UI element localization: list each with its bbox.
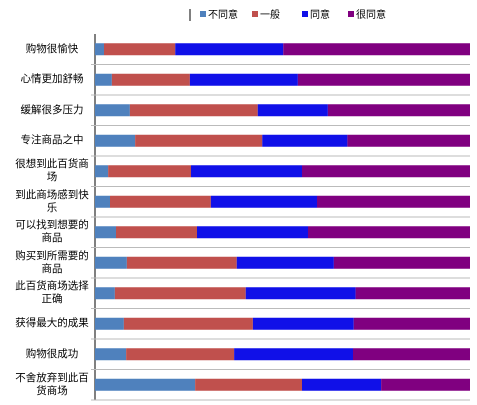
legend-label: 不同意 — [208, 8, 238, 21]
bar-segment — [283, 43, 470, 56]
bar-segment — [191, 165, 302, 178]
bar-segment — [95, 256, 127, 269]
bar-segment — [327, 104, 470, 117]
bar-segment — [95, 134, 136, 147]
bar-segment — [95, 378, 196, 391]
category-label: 缓解很多压力 — [20, 103, 84, 116]
bar-segment — [95, 226, 116, 239]
bar-segment — [95, 317, 124, 330]
bar-segment — [197, 226, 308, 239]
bar-segment — [114, 287, 246, 300]
bar-segment — [189, 73, 298, 86]
bar-segment — [297, 73, 470, 86]
bar-segment — [135, 134, 263, 147]
bar-segment — [355, 287, 470, 300]
bar-segment — [95, 104, 130, 117]
bar-segment — [308, 226, 470, 239]
category-label: 专注商品之中 — [20, 134, 84, 147]
bar-segment — [126, 348, 235, 361]
bar-segment — [108, 165, 191, 178]
bar-segment — [347, 134, 470, 147]
category-label: 心情更加舒畅 — [20, 73, 84, 86]
bar-segment — [353, 348, 470, 361]
legend-label: 同意 — [310, 8, 330, 21]
bar-segment — [381, 378, 470, 391]
bar-segment — [95, 165, 109, 178]
legend-swatch — [200, 11, 206, 17]
bar-segment — [126, 256, 237, 269]
category-label: 可以找到想要的商品 — [15, 219, 89, 245]
bar-segment — [317, 195, 470, 208]
legend-label: 一般 — [260, 8, 280, 21]
category-label: 购物很成功 — [25, 347, 79, 360]
bar-segment — [257, 104, 328, 117]
bar-segment — [95, 348, 127, 361]
bar-segment — [175, 43, 284, 56]
bar-segment — [236, 256, 334, 269]
category-label: 不舍放弃到此百货商场 — [15, 371, 89, 397]
legend-swatch — [252, 11, 258, 17]
bar-segment — [302, 165, 470, 178]
bar-segment — [104, 43, 176, 56]
bar-segment — [252, 317, 354, 330]
bar-segment — [353, 317, 470, 330]
bar-segment — [302, 378, 382, 391]
legend-label: 很同意 — [356, 8, 386, 21]
bar-segment — [210, 195, 317, 208]
bar-segment — [116, 226, 197, 239]
bar-segment — [111, 73, 190, 86]
bar-segment — [245, 287, 356, 300]
category-label: 购物很愉快 — [25, 42, 79, 55]
category-label: 获得最大的成果 — [15, 317, 89, 330]
bar-segment — [110, 195, 211, 208]
category-label: 购买到所需要的商品 — [15, 249, 89, 275]
legend-swatch — [302, 11, 308, 17]
bar-segment — [123, 317, 253, 330]
bar-segment — [95, 43, 104, 56]
bar-segment — [95, 73, 112, 86]
bar-segment — [333, 256, 470, 269]
category-label: 此百货商场选择正确 — [15, 280, 89, 306]
bar-segment — [95, 287, 115, 300]
bar-segment — [95, 195, 110, 208]
bar-segment — [129, 104, 258, 117]
bar-segment — [234, 348, 353, 361]
bar-segment — [262, 134, 348, 147]
bar-segment — [195, 378, 302, 391]
category-label: 很想到此百货商场 — [15, 158, 89, 184]
category-label: 到此商场感到快乐 — [15, 188, 89, 214]
legend-swatch — [348, 11, 354, 17]
